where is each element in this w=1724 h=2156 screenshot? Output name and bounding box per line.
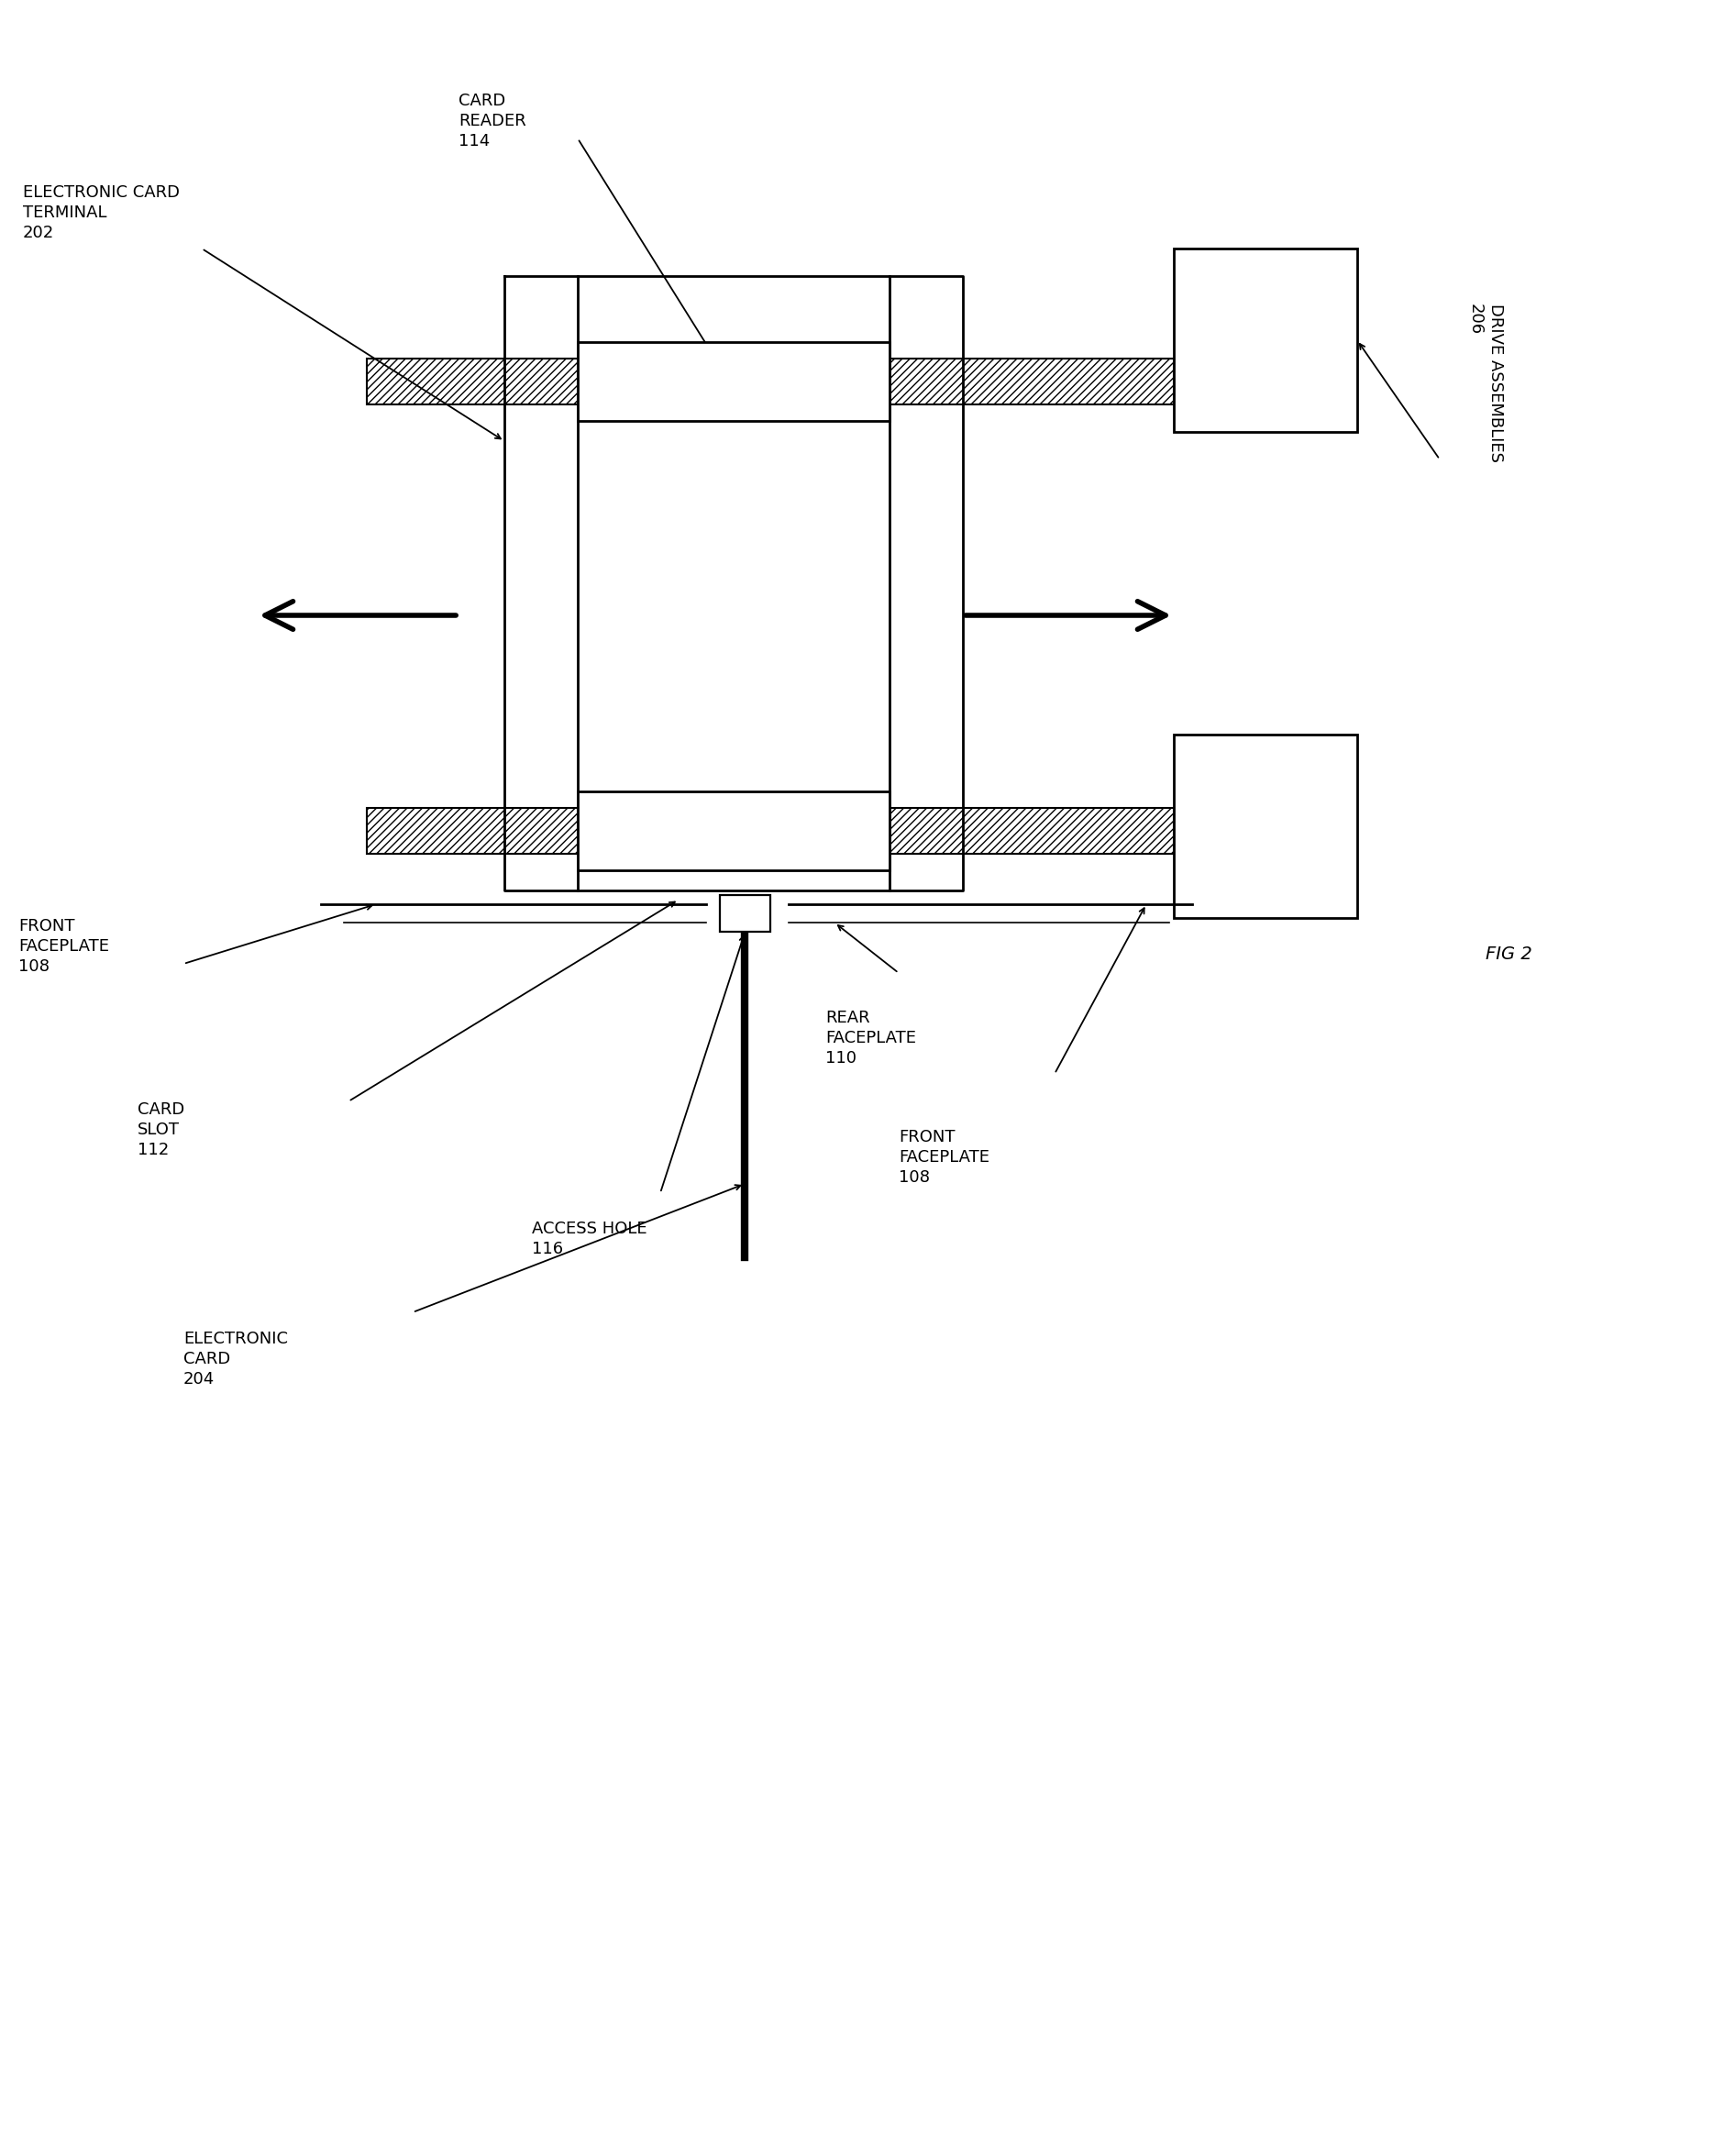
Bar	[890, 808, 1174, 854]
Bar	[578, 343, 890, 420]
Bar	[367, 358, 578, 405]
Bar	[1174, 248, 1357, 431]
Bar	[578, 791, 890, 871]
Bar	[890, 358, 1174, 405]
Text: DRIVE ASSEMBLIES
206: DRIVE ASSEMBLIES 206	[1467, 304, 1503, 461]
Bar	[1174, 735, 1357, 918]
Text: REAR
FACEPLATE
110: REAR FACEPLATE 110	[826, 1009, 915, 1067]
Text: ELECTRONIC
CARD
204: ELECTRONIC CARD 204	[183, 1330, 288, 1388]
Text: CARD
READER
114: CARD READER 114	[459, 93, 526, 151]
Text: ACCESS HOLE
116: ACCESS HOLE 116	[533, 1220, 646, 1257]
Bar	[721, 895, 771, 931]
Text: FRONT
FACEPLATE
108: FRONT FACEPLATE 108	[898, 1130, 990, 1186]
Text: FIG 2: FIG 2	[1486, 946, 1533, 964]
Text: CARD
SLOT
112: CARD SLOT 112	[138, 1102, 184, 1158]
Text: FRONT
FACEPLATE
108: FRONT FACEPLATE 108	[19, 918, 109, 975]
Text: ELECTRONIC CARD
TERMINAL
202: ELECTRONIC CARD TERMINAL 202	[22, 183, 179, 241]
Bar	[367, 808, 578, 854]
